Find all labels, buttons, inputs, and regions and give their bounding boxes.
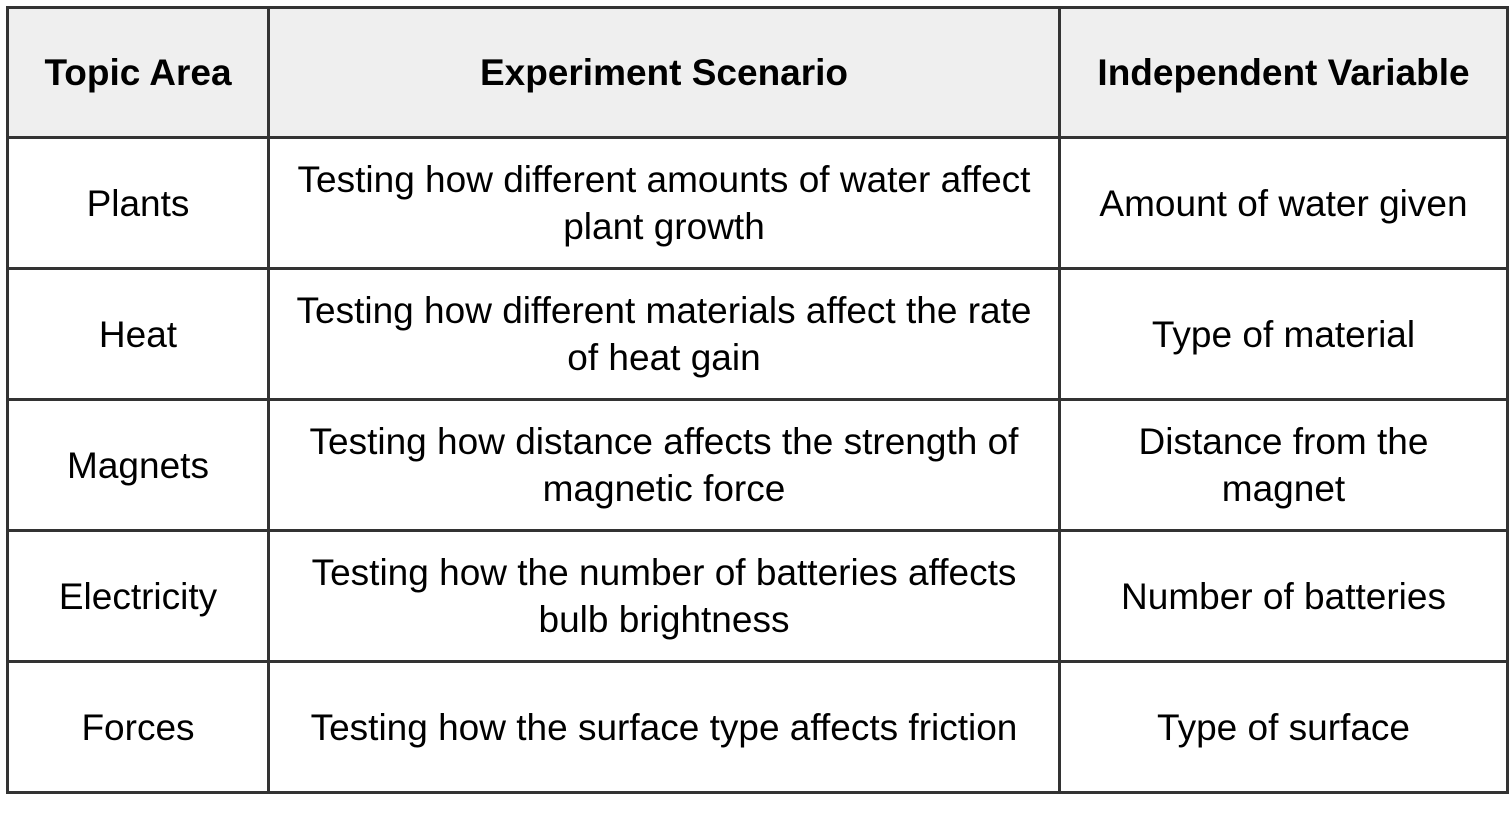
table-row: Plants Testing how different amounts of …: [6, 136, 1509, 270]
topic-area-cell: Heat: [6, 267, 270, 401]
header-topic-area: Topic Area: [6, 6, 270, 139]
experiment-scenario-cell: Testing how different materials affect t…: [267, 267, 1061, 401]
experiment-scenario-cell: Testing how distance affects the strengt…: [267, 398, 1061, 532]
independent-variable-cell: Type of surface: [1058, 660, 1509, 794]
topic-area-cell: Magnets: [6, 398, 270, 532]
header-experiment-scenario: Experiment Scenario: [267, 6, 1061, 139]
table-row: Forces Testing how the surface type affe…: [6, 660, 1509, 794]
topic-area-cell: Plants: [6, 136, 270, 270]
table-row: Heat Testing how different materials aff…: [6, 267, 1509, 401]
experiment-scenario-cell: Testing how the surface type affects fri…: [267, 660, 1061, 794]
experiment-scenario-cell: Testing how different amounts of water a…: [267, 136, 1061, 270]
header-independent-variable: Independent Variable: [1058, 6, 1509, 139]
experiment-variables-table: Topic Area Experiment Scenario Independe…: [6, 6, 1509, 794]
table-row: Electricity Testing how the number of ba…: [6, 529, 1509, 663]
table-row: Magnets Testing how distance affects the…: [6, 398, 1509, 532]
independent-variable-cell: Amount of water given: [1058, 136, 1509, 270]
header-row: Topic Area Experiment Scenario Independe…: [6, 6, 1509, 139]
independent-variable-cell: Distance from the magnet: [1058, 398, 1509, 532]
experiment-scenario-cell: Testing how the number of batteries affe…: [267, 529, 1061, 663]
independent-variable-cell: Type of material: [1058, 267, 1509, 401]
table-container: Topic Area Experiment Scenario Independe…: [6, 6, 1509, 794]
topic-area-cell: Electricity: [6, 529, 270, 663]
topic-area-cell: Forces: [6, 660, 270, 794]
independent-variable-cell: Number of batteries: [1058, 529, 1509, 663]
